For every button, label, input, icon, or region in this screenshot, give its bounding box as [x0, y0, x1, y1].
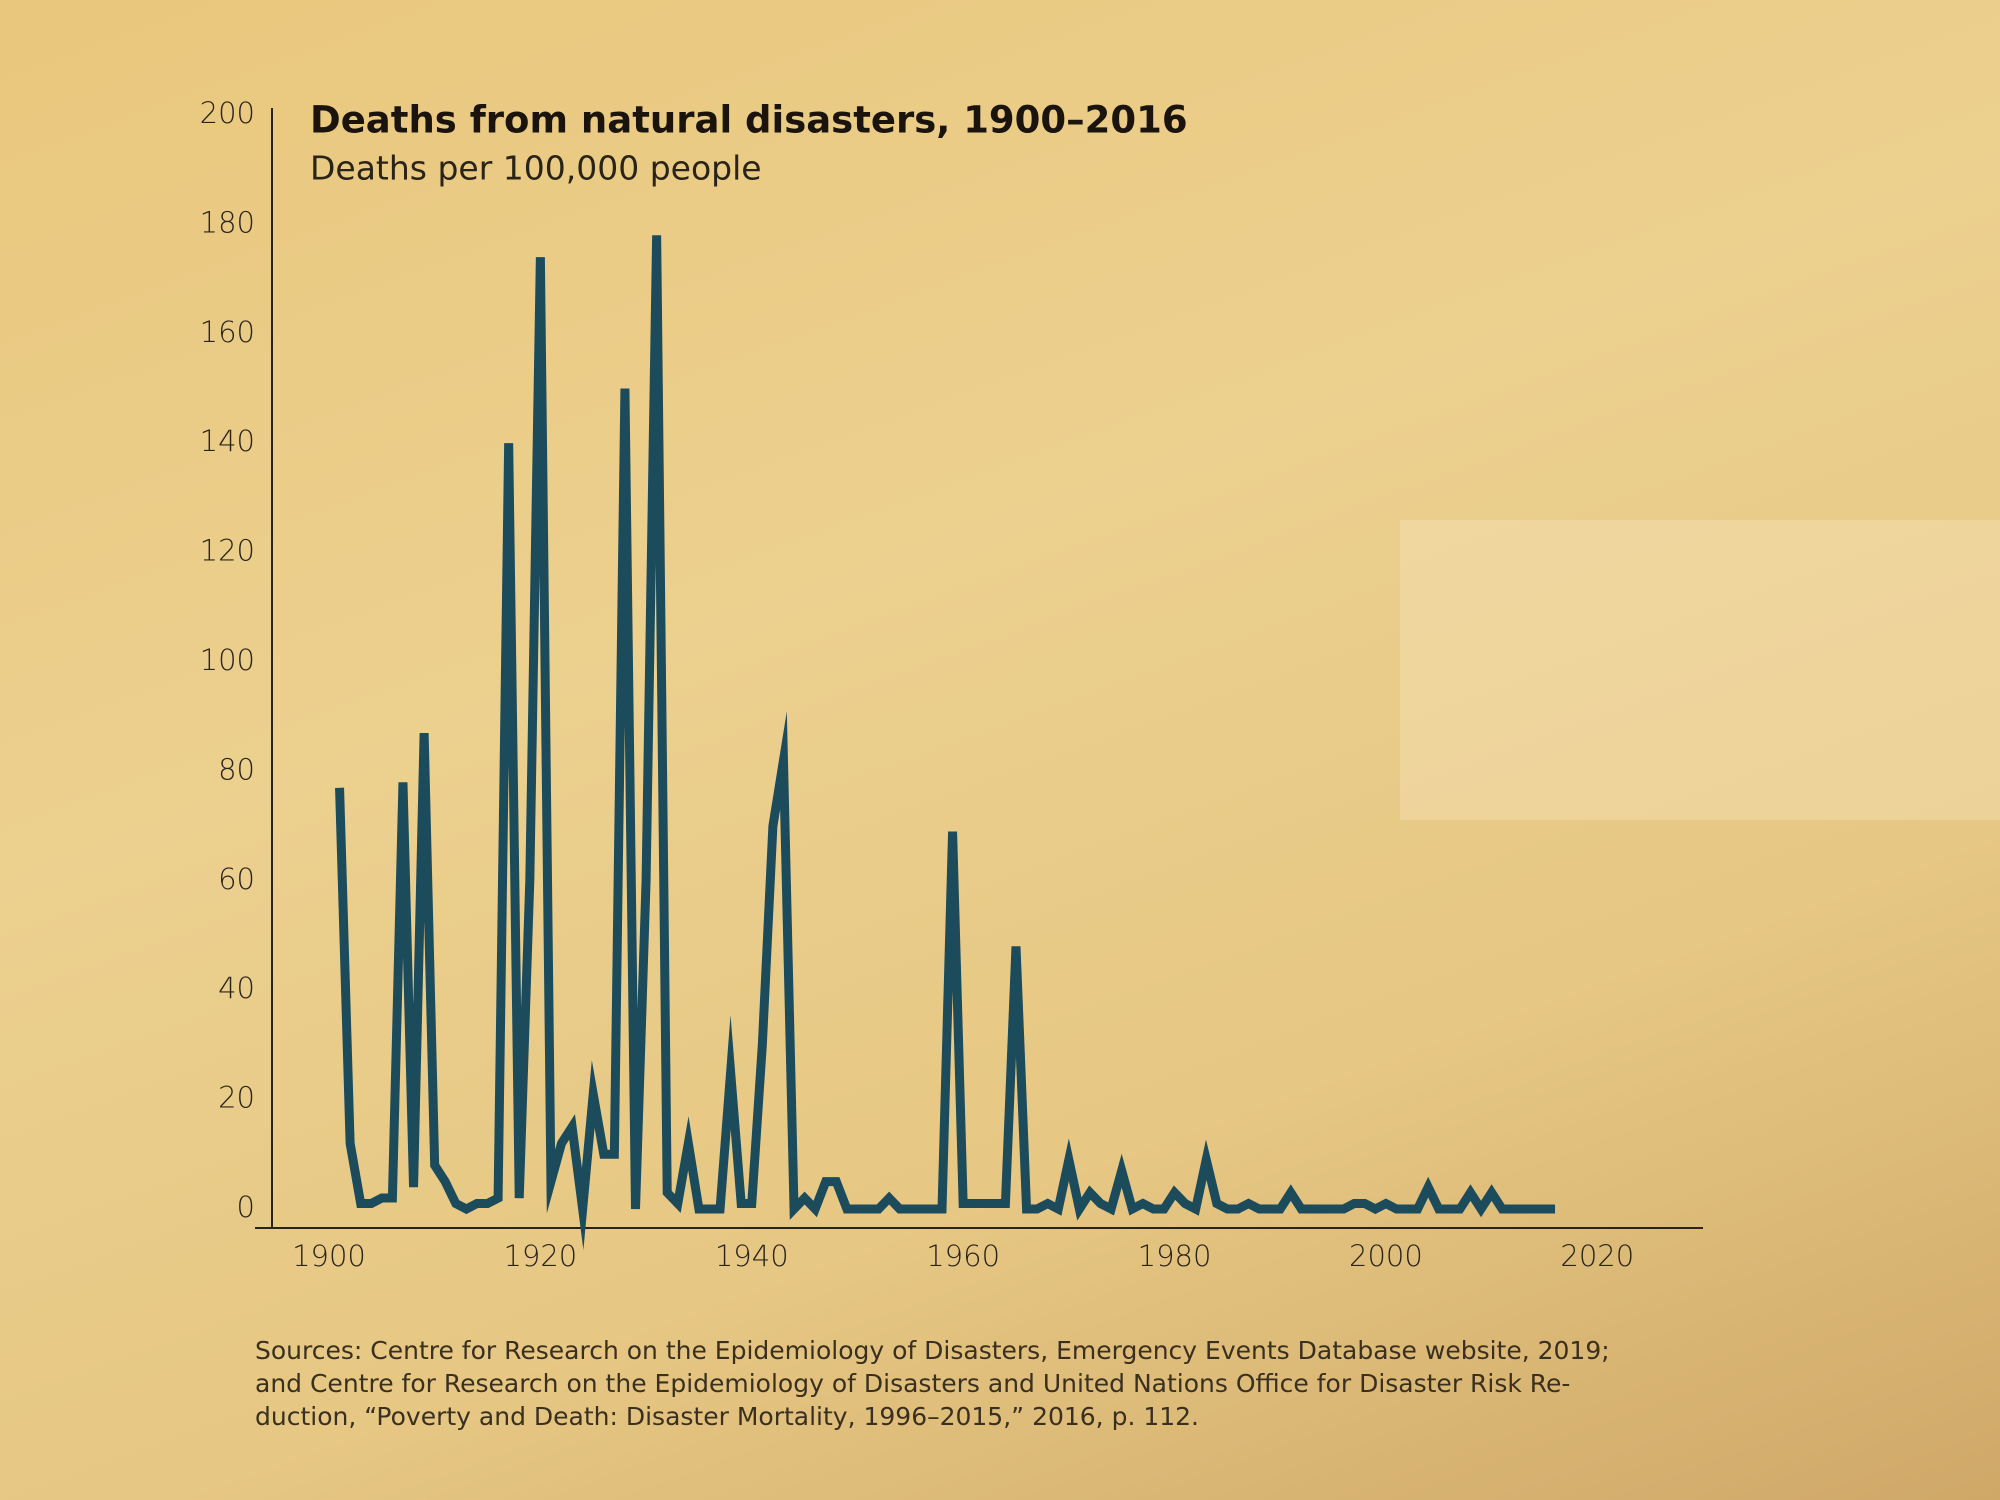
- x-tick-label: 1920: [503, 1239, 577, 1273]
- glare: [1400, 520, 2000, 820]
- y-tick-label: 0: [237, 1190, 255, 1224]
- chart-title: Deaths from natural disasters, 1900–2016: [310, 99, 1188, 142]
- y-tick-label: 60: [218, 862, 255, 896]
- x-tick-label: 2020: [1560, 1239, 1634, 1273]
- y-tick-label: 40: [218, 971, 255, 1005]
- y-tick-label: 100: [200, 643, 255, 677]
- y-tick-label: 140: [200, 424, 255, 458]
- y-tick-label: 20: [218, 1081, 255, 1115]
- source-note: Sources: Centre for Research on the Epid…: [255, 1336, 1610, 1365]
- chart-subtitle: Deaths per 100,000 people: [310, 149, 762, 188]
- source-note: and Centre for Research on the Epidemiol…: [255, 1369, 1570, 1398]
- y-tick-label: 120: [200, 534, 255, 568]
- y-tick-label: 160: [200, 315, 255, 349]
- x-tick-label: 1980: [1138, 1239, 1212, 1273]
- data-line: [335, 235, 1556, 1251]
- x-tick-label: 2000: [1349, 1239, 1423, 1273]
- x-tick-label: 1900: [292, 1239, 366, 1273]
- y-tick-label: 180: [200, 205, 255, 239]
- source-note: duction, “Poverty and Death: Disaster Mo…: [255, 1402, 1199, 1431]
- y-tick-label: 80: [218, 752, 255, 786]
- y-tick-label: 200: [200, 96, 255, 130]
- x-tick-label: 1940: [715, 1239, 789, 1273]
- x-tick-label: 1960: [926, 1239, 1000, 1273]
